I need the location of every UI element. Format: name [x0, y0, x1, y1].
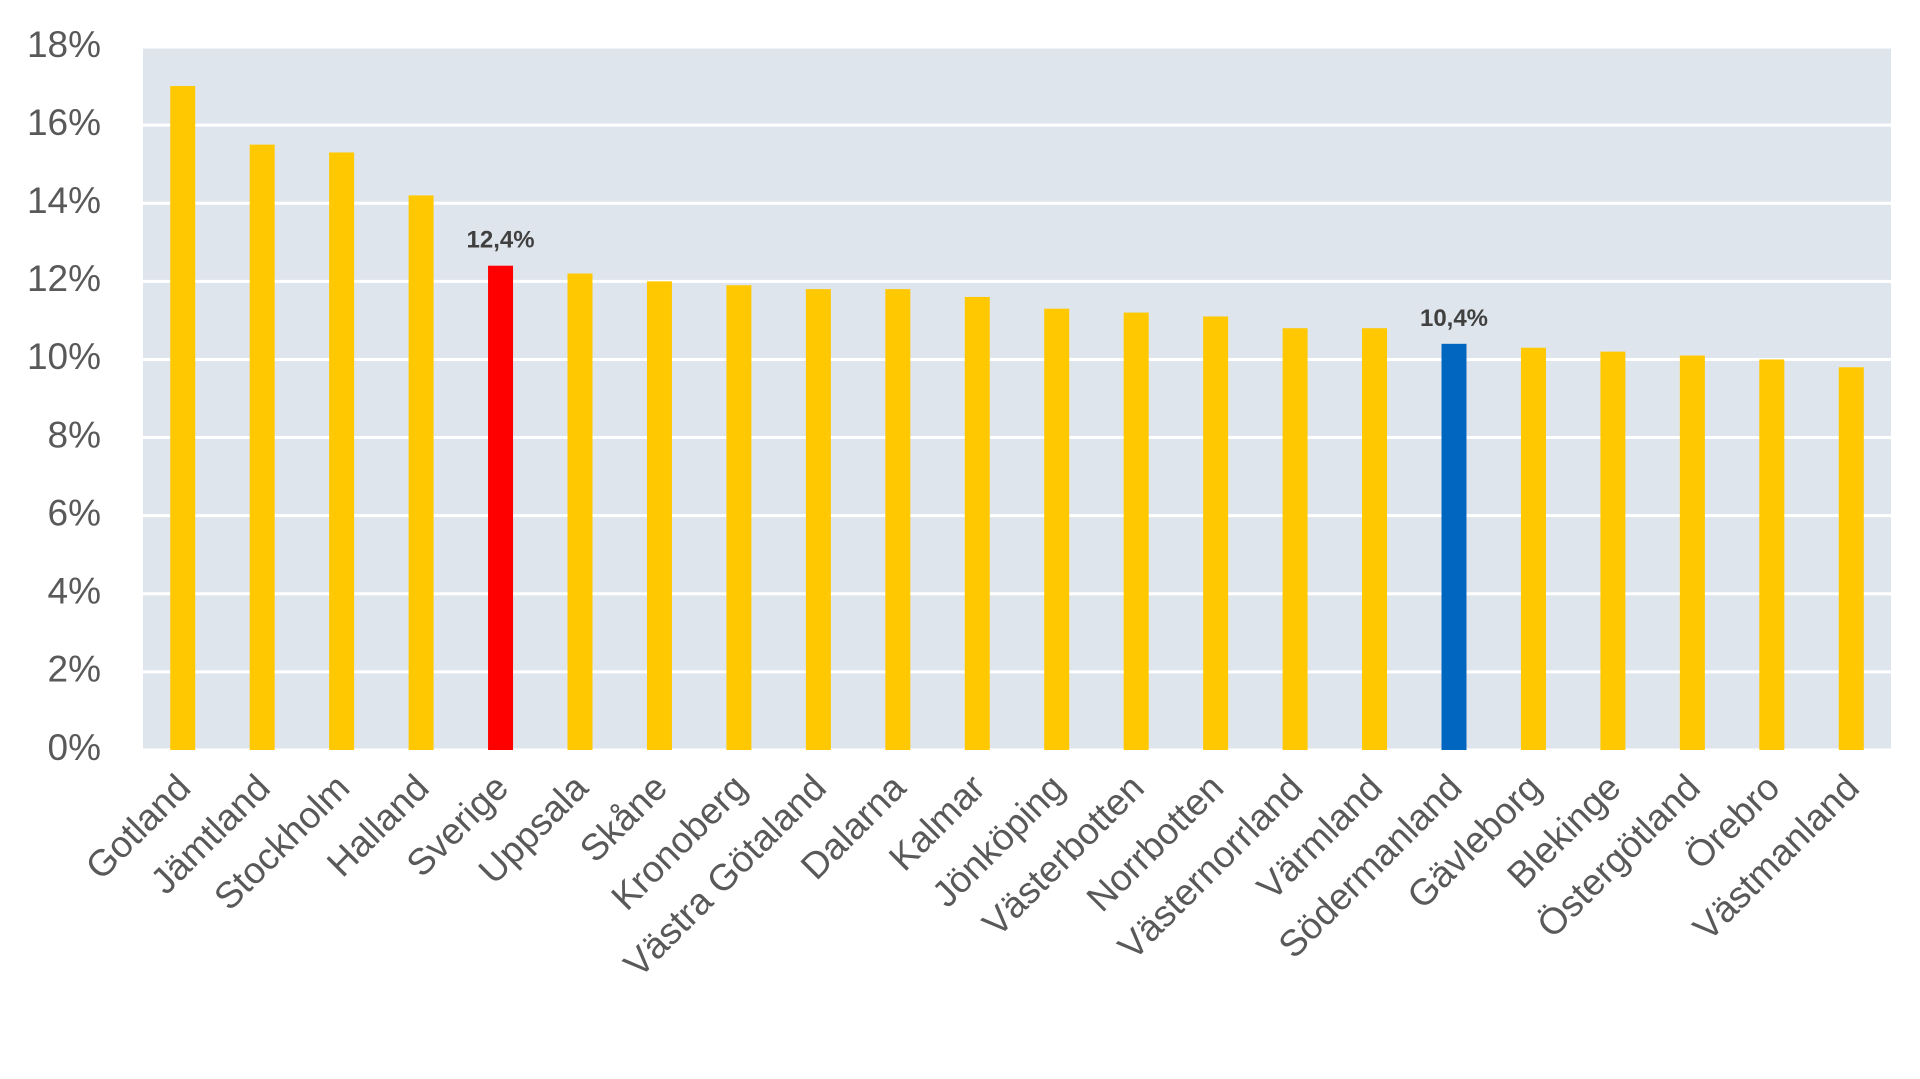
bar-södermanland — [1441, 343, 1467, 750]
bar-stockholm — [329, 152, 355, 750]
bar-jönköping — [1044, 308, 1070, 750]
bar-blekinge — [1600, 351, 1626, 750]
y-tick-label: 4% — [48, 571, 101, 612]
data-label: 10,4% — [1420, 305, 1488, 332]
data-label: 12,4% — [467, 227, 535, 254]
bar-örebro — [1759, 359, 1785, 750]
bar-gotland — [170, 86, 196, 751]
bar-kronoberg — [726, 285, 752, 750]
bar-värmland — [1362, 328, 1388, 750]
bar-västernorrland — [1282, 328, 1308, 750]
y-tick-label: 2% — [48, 649, 101, 690]
bar-halland — [408, 195, 434, 750]
y-tick-label: 14% — [27, 180, 101, 221]
bar-gävleborg — [1520, 347, 1546, 750]
y-tick-label: 18% — [27, 24, 101, 65]
y-tick-label: 16% — [27, 102, 101, 143]
plot-background — [143, 47, 1891, 750]
bar-jämtland — [249, 144, 275, 750]
y-tick-label: 6% — [48, 492, 101, 533]
y-tick-label: 0% — [48, 727, 101, 768]
bar-uppsala — [567, 273, 593, 750]
bar-dalarna — [885, 289, 911, 750]
bar-östergötland — [1679, 355, 1705, 750]
bar-sverige — [488, 265, 514, 750]
bar-västra-götaland — [805, 289, 831, 750]
y-tick-label: 10% — [27, 336, 101, 377]
bar-norrbotten — [1203, 316, 1229, 750]
y-tick-label: 12% — [27, 258, 101, 299]
bar-västerbotten — [1123, 312, 1149, 750]
bar-västmanland — [1838, 367, 1864, 750]
y-tick-label: 8% — [48, 414, 101, 455]
bar-kalmar — [964, 296, 990, 750]
bar-skåne — [646, 281, 672, 750]
